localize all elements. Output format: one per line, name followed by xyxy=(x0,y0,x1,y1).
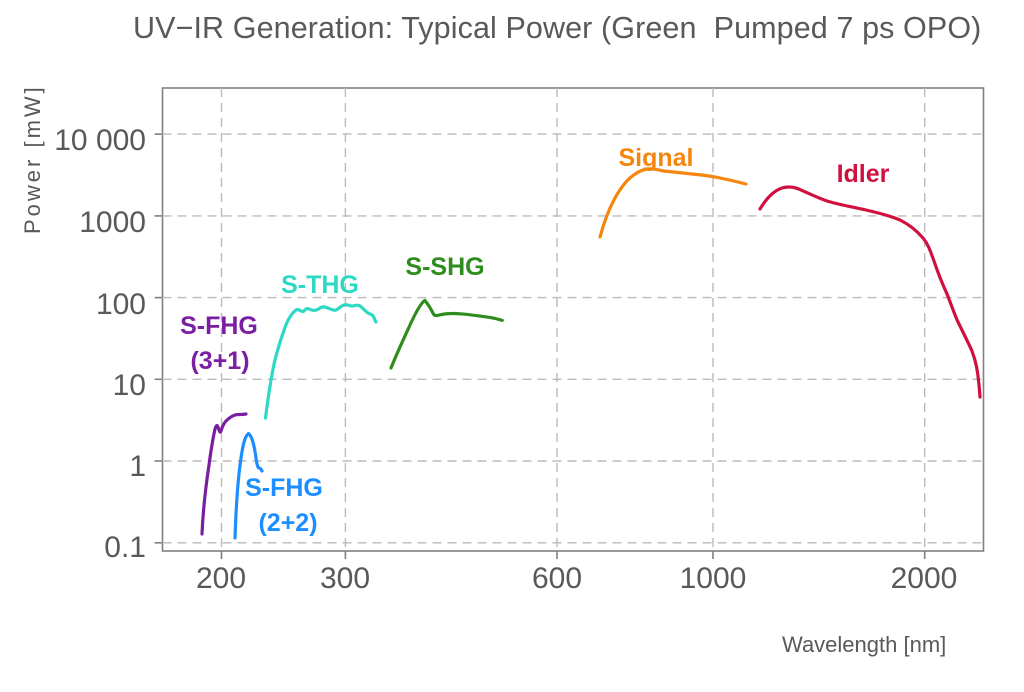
svg-text:S-THG: S-THG xyxy=(281,271,359,299)
svg-text:(3+1): (3+1) xyxy=(190,347,249,375)
svg-text:S-FHG: S-FHG xyxy=(245,474,323,502)
svg-text:S-FHG: S-FHG xyxy=(180,312,258,340)
svg-text:S-SHG: S-SHG xyxy=(405,253,484,281)
svg-text:Idler: Idler xyxy=(837,160,890,188)
svg-text:(2+2): (2+2) xyxy=(258,509,317,537)
svg-text:Signal: Signal xyxy=(618,144,693,172)
